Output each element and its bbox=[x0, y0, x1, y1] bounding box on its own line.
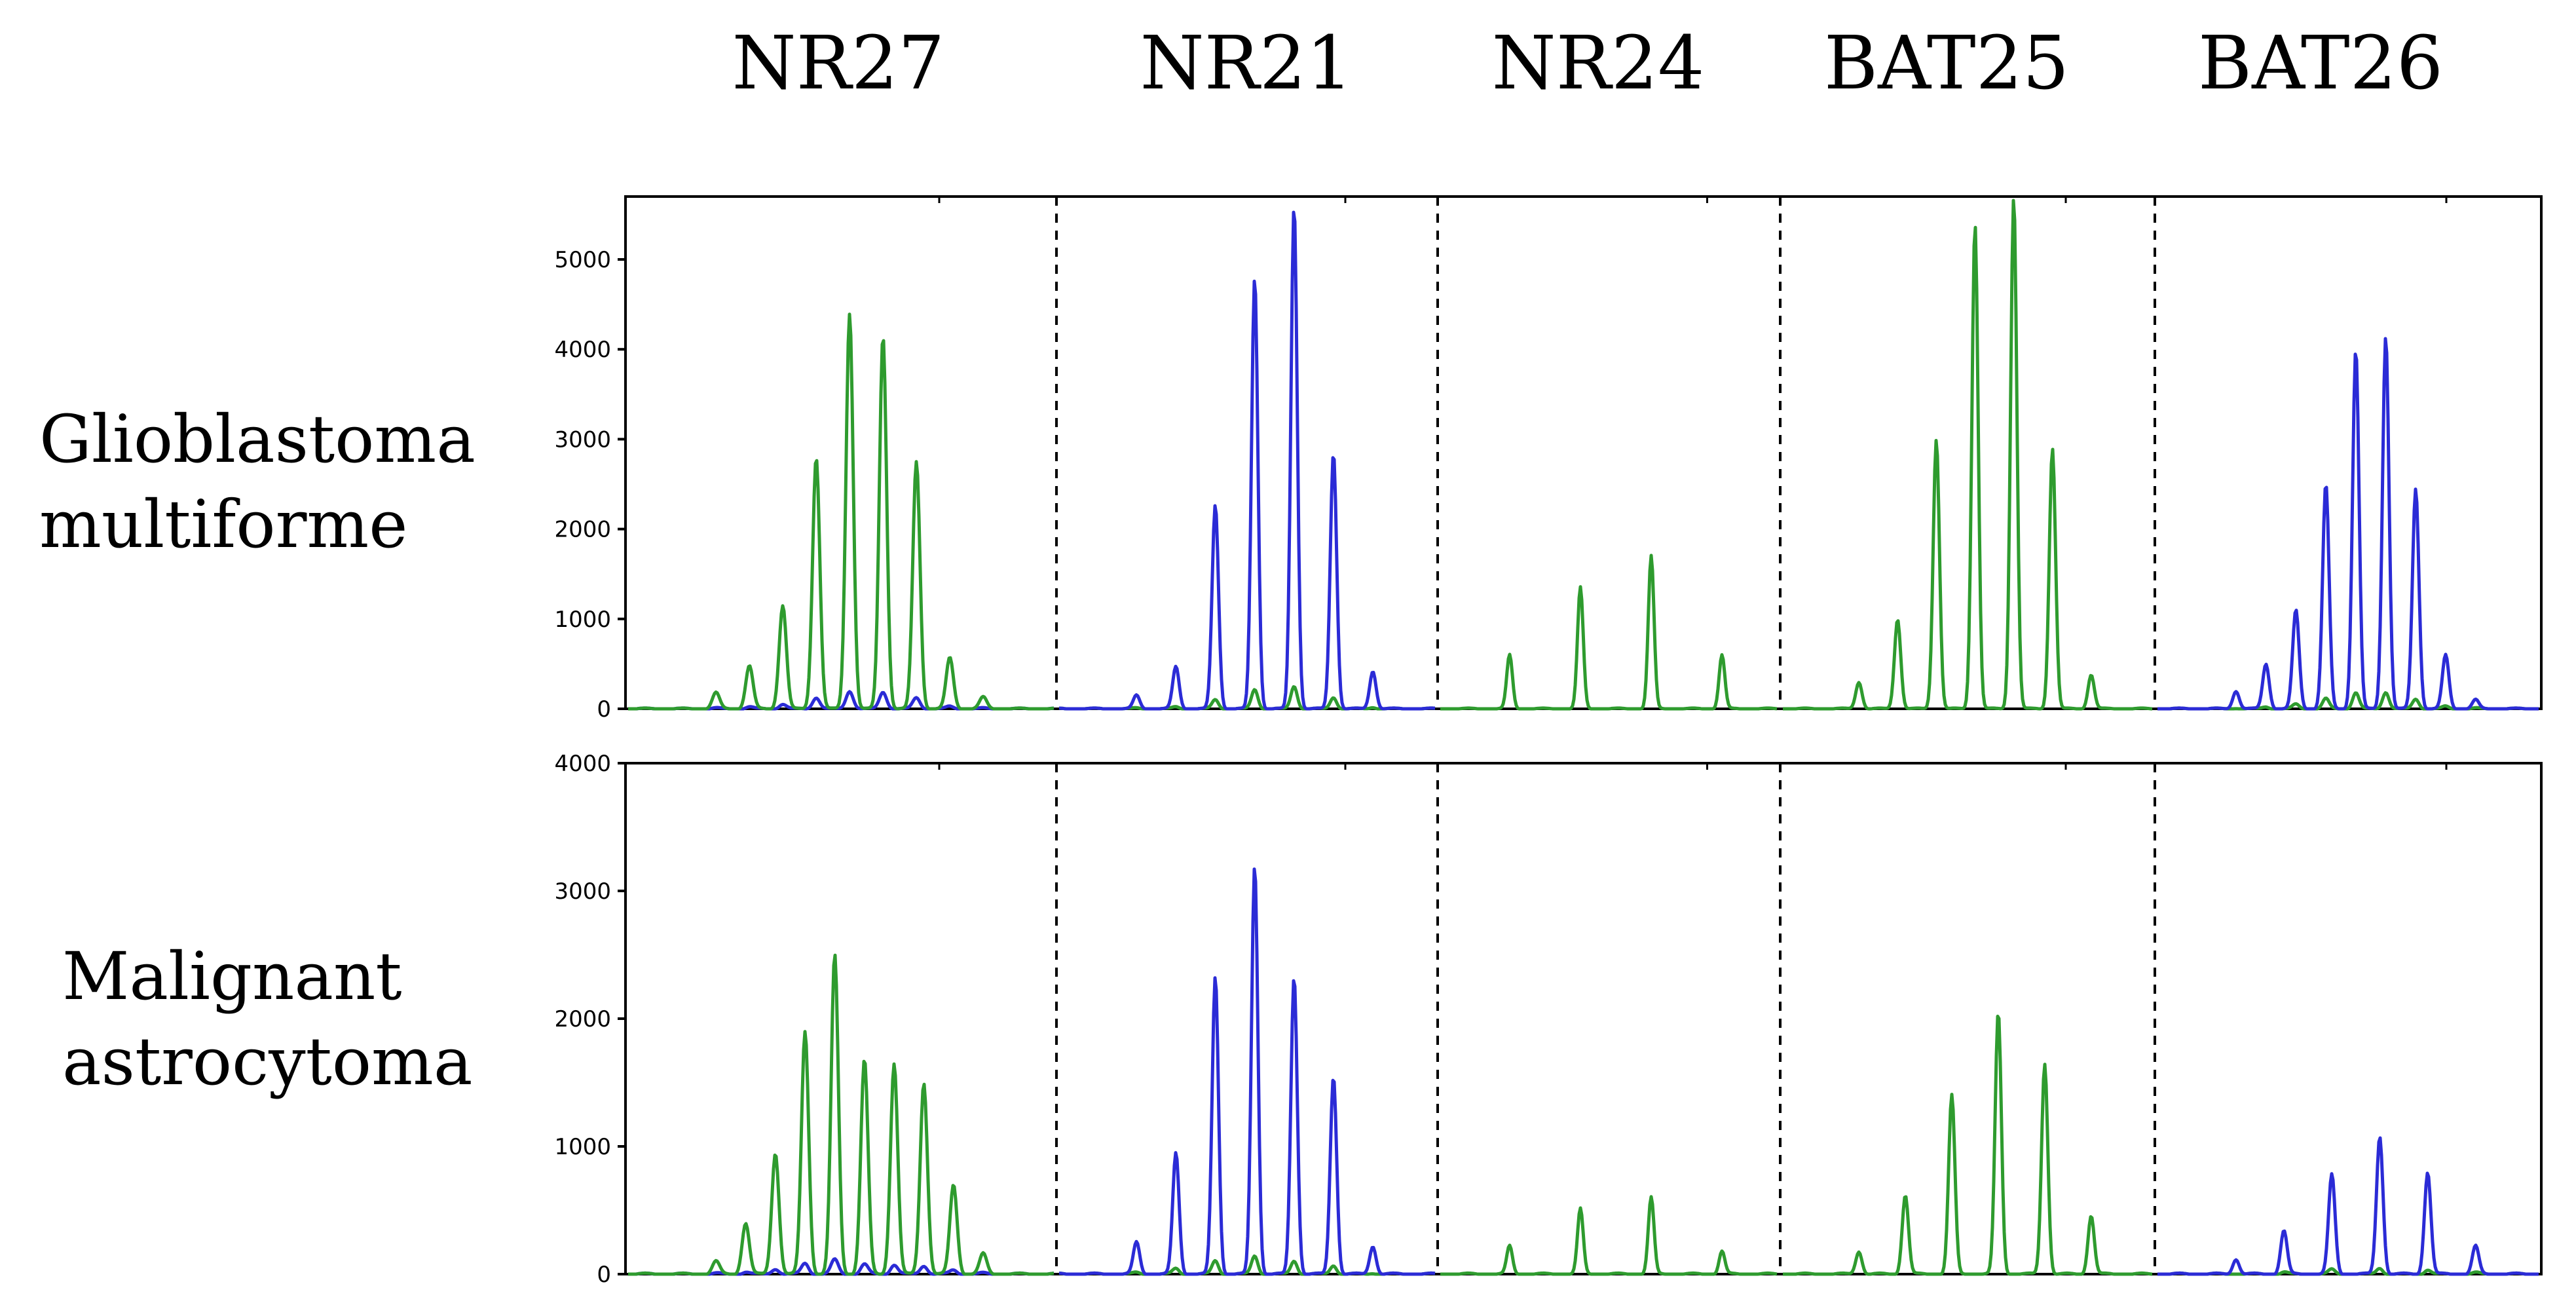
row-label-astrocytoma: Malignant astrocytoma bbox=[62, 938, 472, 1100]
row-label-glioblastoma: Glioblastoma multiforme bbox=[39, 401, 476, 563]
row-label-line: astrocytoma bbox=[62, 1023, 472, 1100]
plot-frame bbox=[624, 195, 2543, 710]
primary-trace bbox=[1440, 554, 1778, 711]
plot-frame bbox=[624, 762, 2543, 1275]
row-label-line: multiforme bbox=[39, 486, 407, 563]
marker-label-bat25: BAT25 bbox=[1824, 21, 2069, 106]
trace-nr21 bbox=[1058, 867, 1436, 1276]
primary-trace bbox=[1440, 1195, 1778, 1276]
chart-row-astrocytoma: 0 1000 2000 3000 4000 bbox=[554, 751, 2543, 1288]
primary-trace bbox=[2157, 1136, 2539, 1276]
marker-label-nr21: NR21 bbox=[1140, 21, 1353, 106]
y-tick-label: 0 bbox=[597, 1262, 611, 1288]
row-label-line: Glioblastoma bbox=[39, 401, 476, 478]
y-tick-label: 3000 bbox=[554, 878, 611, 905]
y-tick-label: 2000 bbox=[554, 517, 611, 543]
y-tick-label: 1000 bbox=[554, 1134, 611, 1160]
marker-label-nr27: NR27 bbox=[732, 21, 945, 106]
primary-trace bbox=[1058, 210, 1436, 711]
marker-label-nr24: NR24 bbox=[1492, 21, 1705, 106]
y-tick-label: 3000 bbox=[554, 426, 611, 453]
trace-bat26 bbox=[2157, 337, 2539, 711]
primary-trace bbox=[2157, 337, 2539, 711]
primary-trace bbox=[1782, 1014, 2153, 1276]
chart-row-glioblastoma: 0 1000 2000 3000 4000 5000 bbox=[554, 195, 2543, 723]
trace-bat25 bbox=[1782, 198, 2153, 711]
trace-nr24 bbox=[1440, 554, 1778, 711]
y-tick-label: 4000 bbox=[554, 751, 611, 777]
y-tick-label: 1000 bbox=[554, 607, 611, 633]
trace-nr24 bbox=[1440, 1195, 1778, 1276]
row-label-line: Malignant bbox=[62, 938, 402, 1015]
y-tick-label: 0 bbox=[597, 696, 611, 723]
trace-nr21 bbox=[1058, 210, 1436, 711]
primary-trace bbox=[1058, 867, 1436, 1276]
y-tick-label: 2000 bbox=[554, 1006, 611, 1032]
marker-labels: NR27 NR21 NR24 BAT25 BAT26 bbox=[732, 21, 2444, 106]
primary-trace bbox=[1782, 198, 2153, 711]
marker-label-bat26: BAT26 bbox=[2198, 21, 2443, 106]
trace-bat26 bbox=[2157, 1136, 2539, 1276]
y-tick-label: 4000 bbox=[554, 337, 611, 363]
trace-bat25 bbox=[1782, 1014, 2153, 1276]
y-tick-label: 5000 bbox=[554, 247, 611, 273]
primary-trace bbox=[627, 312, 1055, 711]
trace-nr27 bbox=[627, 312, 1055, 711]
primary-trace bbox=[627, 953, 1055, 1276]
trace-nr27 bbox=[627, 953, 1055, 1276]
